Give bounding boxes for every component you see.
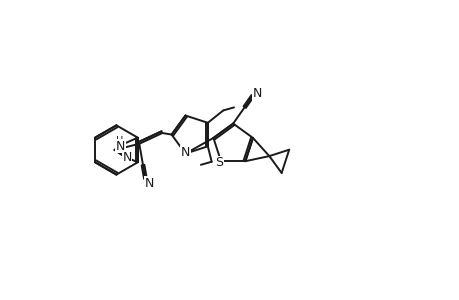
Text: N: N	[122, 151, 131, 164]
Text: H: H	[116, 136, 123, 146]
Text: N: N	[116, 140, 125, 153]
Text: N: N	[252, 87, 261, 100]
Text: S: S	[215, 156, 223, 169]
Text: N: N	[144, 177, 154, 190]
Text: N: N	[180, 146, 190, 159]
